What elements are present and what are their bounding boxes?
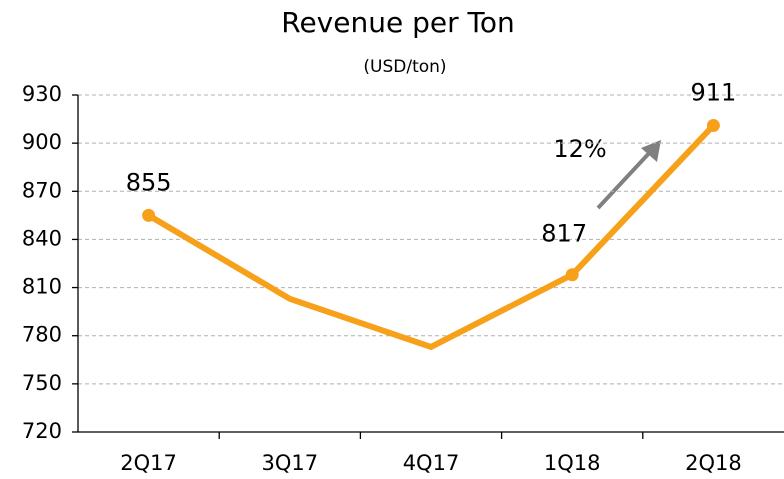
- y-tick-label: 810: [22, 275, 62, 299]
- annotation: 12%: [553, 135, 606, 163]
- point: [706, 118, 720, 132]
- x-tick-label: 2Q18: [685, 451, 742, 475]
- x-tick-label: 2Q17: [120, 451, 177, 475]
- y-tick-label: 900: [22, 130, 62, 154]
- x-tick-label: 4Q17: [403, 451, 460, 475]
- data-label: 911: [690, 78, 736, 106]
- y-tick-label: 930: [22, 82, 62, 106]
- arrow: [596, 148, 654, 210]
- chart-subtitle: (USD/ton): [363, 57, 446, 77]
- y-tick-label: 840: [22, 226, 62, 250]
- x-tick-label: 3Q17: [261, 451, 318, 475]
- y-tick-label: 870: [22, 178, 62, 202]
- y-tick-label: 720: [22, 419, 62, 443]
- y-tick-label: 780: [22, 323, 62, 347]
- y-tick-label: 750: [22, 371, 62, 395]
- data-label: 855: [126, 168, 172, 196]
- point: [142, 208, 156, 222]
- x-tick-label: 1Q18: [544, 451, 601, 475]
- arrow-head: [641, 140, 661, 162]
- chart-title: Revenue per Ton: [281, 6, 514, 39]
- data-label: 817: [541, 220, 587, 248]
- point: [565, 268, 579, 282]
- line: [147, 123, 716, 350]
